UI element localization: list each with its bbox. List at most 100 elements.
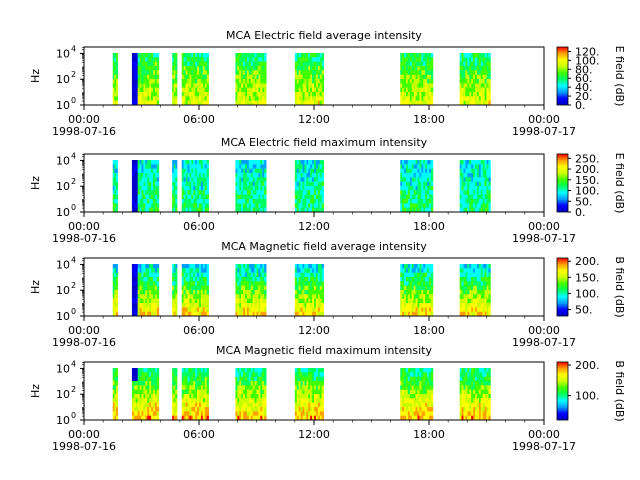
spectrogram-cell — [115, 272, 118, 278]
spectrogram-cell — [147, 74, 150, 80]
spectrogram-cell — [143, 177, 146, 183]
spectrogram-cell — [151, 368, 154, 373]
spectrogram-cell — [204, 290, 208, 295]
spectrogram-cell — [471, 290, 474, 295]
spectrogram-cell — [308, 376, 311, 382]
spectrogram-cell — [135, 186, 139, 191]
spectrogram-cell — [195, 298, 198, 304]
spectrogram-cell — [459, 160, 462, 165]
spectrogram-cell — [258, 87, 261, 93]
spectrogram-cell — [239, 381, 242, 386]
spectrogram-cell — [175, 411, 178, 417]
spectrogram-cell — [469, 277, 472, 282]
spectrogram-cell — [421, 394, 424, 399]
spectrogram-cell — [181, 272, 185, 278]
spectrogram-cell — [114, 294, 117, 300]
spectrogram-cell — [114, 268, 117, 274]
spectrogram-cell — [145, 79, 148, 84]
spectrogram-cell — [484, 402, 487, 408]
spectrogram-cell — [264, 372, 267, 378]
spectrogram-cell — [406, 199, 409, 204]
spectrogram-cell — [135, 415, 139, 421]
spectrogram-cell — [298, 368, 301, 373]
spectrogram-cell — [429, 168, 432, 174]
spectrogram-cell — [147, 83, 150, 89]
spectrogram-cell — [199, 411, 202, 417]
spectrogram-cell — [315, 160, 319, 165]
spectrogram-cell — [314, 285, 317, 291]
spectrogram-cell — [430, 61, 434, 67]
spectrogram-cell — [262, 376, 265, 382]
spectrogram-cell — [406, 402, 409, 408]
data-band — [112, 264, 118, 317]
spectrogram-cell — [421, 203, 424, 209]
spectrogram-cell — [246, 281, 250, 287]
spectrogram-cell — [476, 311, 480, 317]
spectrogram-cell — [143, 368, 146, 373]
spectrogram-cell — [114, 290, 117, 295]
spectrogram-cell — [471, 96, 474, 102]
spectrogram-cell — [300, 398, 303, 404]
spectrogram-cell — [262, 368, 265, 373]
spectrogram-cell — [467, 53, 470, 58]
spectrogram-cell — [254, 264, 257, 269]
spectrogram-cell — [189, 194, 192, 200]
spectrogram-cell — [430, 368, 434, 373]
spectrogram-cell — [417, 311, 420, 317]
spectrogram-cell — [317, 181, 321, 187]
spectrogram-cell — [250, 61, 254, 67]
spectrogram-cell — [256, 66, 259, 71]
spectrogram-cell — [193, 96, 196, 102]
spectrogram-cell — [302, 207, 305, 213]
spectrogram-cell — [302, 100, 305, 106]
spectrogram-cell — [200, 290, 204, 295]
spectrogram-cell — [154, 411, 158, 417]
spectrogram-cell — [465, 164, 468, 170]
spectrogram-cell — [321, 186, 324, 191]
spectrogram-cell — [115, 181, 118, 187]
spectrogram-cell — [193, 281, 196, 287]
spectrogram-cell — [402, 264, 405, 269]
spectrogram-cell — [252, 298, 255, 304]
spectrogram-cell — [252, 168, 255, 174]
spectrogram-cell — [484, 96, 487, 102]
spectrogram-cell — [302, 407, 305, 412]
spectrogram-cell — [154, 402, 158, 408]
spectrogram-cell — [189, 100, 192, 106]
spectrogram-cell — [145, 181, 148, 187]
spectrogram-cell — [419, 83, 422, 89]
spectrogram-cell — [480, 394, 484, 399]
spectrogram-cell — [202, 268, 206, 274]
spectrogram-cell — [415, 281, 418, 287]
spectrogram-cell — [256, 394, 259, 399]
spectrogram-cell — [250, 298, 254, 304]
spectrogram-cell — [202, 376, 206, 382]
spectrogram-cell — [143, 303, 146, 308]
spectrogram-cell — [149, 281, 152, 287]
spectrogram-cell — [417, 407, 420, 412]
spectrogram-cell — [172, 194, 175, 200]
spectrogram-cell — [486, 66, 489, 71]
spectrogram-cell — [250, 190, 254, 196]
spectrogram-cell — [149, 61, 152, 67]
spectrogram-cell — [488, 53, 491, 58]
spectrogram-cell — [459, 177, 462, 183]
spectrogram-cell — [430, 203, 434, 209]
spectrogram-cell — [191, 203, 194, 209]
spectrogram-cell — [475, 281, 478, 287]
spectrogram-cell — [484, 177, 487, 183]
spectrogram-cell — [185, 277, 188, 282]
spectrogram-cell — [310, 199, 313, 204]
spectrogram-cell — [254, 272, 257, 278]
spectrogram-cell — [204, 100, 208, 106]
spectrogram-cell — [135, 298, 139, 304]
spectrogram-cell — [143, 277, 146, 282]
colorbar-label: E field (dB) — [613, 46, 626, 107]
spectrogram-cell — [200, 272, 204, 278]
spectrogram-cell — [321, 294, 324, 300]
spectrogram-cell — [302, 281, 305, 287]
spectrogram-cell — [310, 268, 313, 274]
spectrogram-cell — [114, 381, 117, 386]
spectrogram-cell — [246, 372, 250, 378]
spectrogram-cell — [310, 381, 313, 386]
